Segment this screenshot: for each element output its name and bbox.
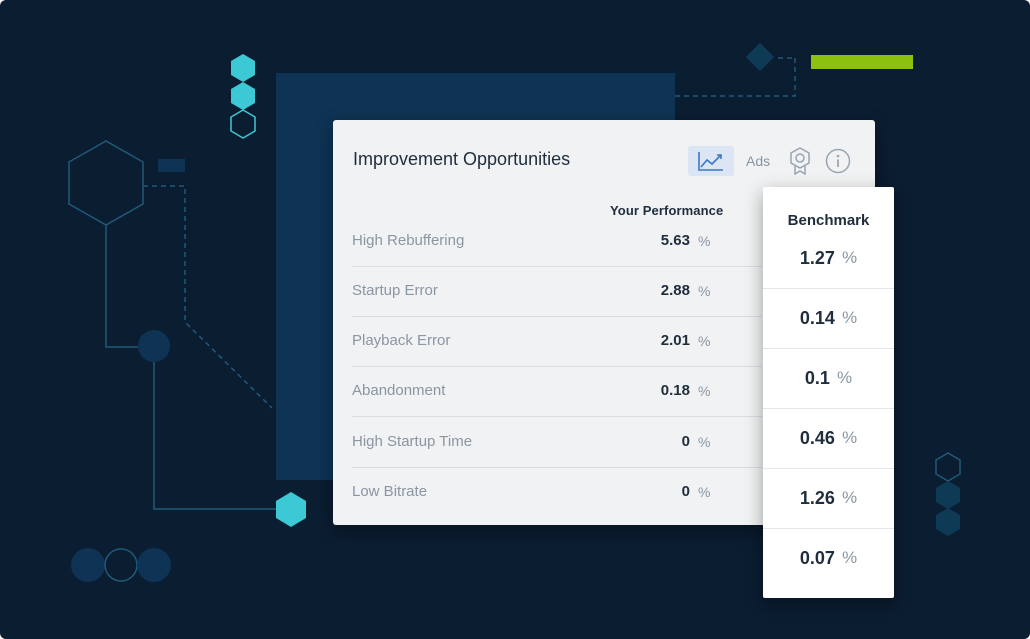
metric-label: Low Bitrate <box>352 483 428 500</box>
hexagon-outline-large <box>68 140 144 226</box>
metric-label: Abandonment <box>352 382 446 399</box>
benchmark-unit: % <box>841 428 858 447</box>
metric-unit: % <box>698 233 711 249</box>
benchmark-unit: % <box>841 488 858 507</box>
table-row: Abandonment 0.18 % <box>352 366 762 417</box>
tab-chart[interactable] <box>688 146 734 176</box>
green-bar <box>811 55 913 69</box>
benchmark-value: 1.26 <box>799 487 835 508</box>
hexagon-outline <box>935 452 961 482</box>
benchmark-row: 0.46 % <box>763 408 894 469</box>
benchmark-row: 0.1 % <box>763 348 894 409</box>
hexagon-filled <box>936 481 960 509</box>
benchmark-card: Benchmark 1.27 % 0.14 % 0.1 % 0.46 % 1.2… <box>763 187 894 598</box>
metric-label: High Startup Time <box>352 433 473 450</box>
metric-unit: % <box>698 383 711 399</box>
table-row: High Startup Time 0 % <box>352 417 762 468</box>
dashed-connector <box>143 185 273 409</box>
tab-ads[interactable]: Ads <box>746 153 771 169</box>
benchmark-unit: % <box>841 248 858 267</box>
panel-title: Improvement Opportunities <box>353 149 571 169</box>
dashed-connector <box>675 58 796 97</box>
metric-label: Startup Error <box>352 282 438 299</box>
connector-line <box>105 225 138 348</box>
table-row: Startup Error 2.88 % <box>352 266 762 317</box>
hexagon-filled <box>231 82 255 110</box>
diamond-shape <box>745 42 775 72</box>
column-header-benchmark: Benchmark <box>787 212 870 229</box>
tab-info[interactable] <box>824 147 852 175</box>
metric-value: 2.01 <box>660 332 690 349</box>
benchmark-value: 0.07 <box>799 547 835 568</box>
benchmark-value: 0.14 <box>799 307 835 328</box>
trend-line-icon <box>698 152 723 171</box>
circle-filled <box>71 548 105 582</box>
table-row: High Rebuffering 5.63 % <box>352 216 762 267</box>
hexagon-filled <box>231 54 255 82</box>
metric-unit: % <box>698 484 711 500</box>
benchmark-row: 0.14 % <box>763 288 894 349</box>
metric-value: 0 <box>681 433 690 450</box>
connector-line <box>153 362 276 510</box>
benchmark-value: 0.46 <box>799 427 835 448</box>
benchmark-row: 1.27 % <box>763 228 894 289</box>
hexagon-outline <box>230 109 256 139</box>
benchmark-value: 0.1 <box>804 367 830 388</box>
metric-label: Playback Error <box>352 332 451 349</box>
tab-award[interactable] <box>786 147 814 175</box>
benchmark-value: 1.27 <box>799 247 835 268</box>
info-icon <box>825 148 851 174</box>
benchmark-row: 0.07 % <box>763 528 894 588</box>
benchmark-unit: % <box>841 308 858 327</box>
metric-value: 0 <box>681 483 690 500</box>
award-badge-icon <box>790 147 810 175</box>
metric-value: 5.63 <box>660 232 690 249</box>
table-row: Low Bitrate 0 % <box>352 467 762 517</box>
metric-unit: % <box>698 283 711 299</box>
benchmark-unit: % <box>836 368 853 387</box>
circle-filled <box>137 548 171 582</box>
hexagon-filled <box>276 492 306 527</box>
metric-value: 0.18 <box>660 382 690 399</box>
metric-unit: % <box>698 434 711 450</box>
column-header-your-performance: Your Performance <box>610 203 724 218</box>
small-bar <box>158 159 185 172</box>
hexagon-filled <box>936 508 960 536</box>
metric-value: 2.88 <box>660 282 690 299</box>
benchmark-row: 1.26 % <box>763 468 894 529</box>
circle-outline <box>104 548 138 582</box>
node-circle <box>138 330 170 362</box>
metric-label: High Rebuffering <box>352 232 465 249</box>
benchmark-unit: % <box>841 548 858 567</box>
metric-unit: % <box>698 333 711 349</box>
table-row: Playback Error 2.01 % <box>352 316 762 367</box>
